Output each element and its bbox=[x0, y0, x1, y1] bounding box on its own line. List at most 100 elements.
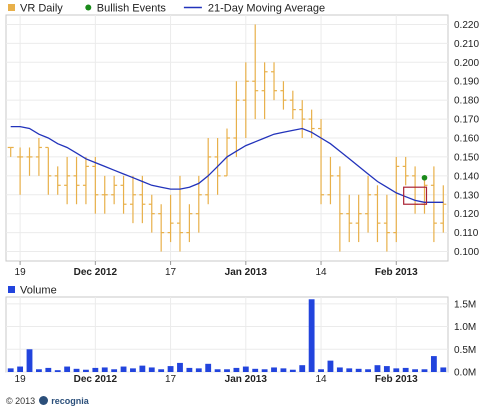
plot-area bbox=[5, 296, 449, 373]
ohlc-bar bbox=[111, 175, 118, 205]
volume-bar bbox=[35, 369, 42, 372]
ohlc-bar bbox=[299, 100, 306, 138]
y-tick-label: 0.130 bbox=[454, 190, 479, 201]
y-tick-label: 1.0M bbox=[454, 322, 476, 333]
volume-bar bbox=[205, 363, 212, 372]
volume-bar bbox=[233, 367, 240, 372]
ohlc-bar bbox=[167, 194, 174, 243]
volume-bar bbox=[374, 365, 381, 372]
volume-bar bbox=[224, 369, 230, 372]
ohlc-bar bbox=[289, 90, 296, 120]
y-tick-label: 0.100 bbox=[454, 247, 479, 258]
volume-bar bbox=[440, 367, 447, 372]
ohlc-bar bbox=[45, 146, 52, 195]
ohlc-bar bbox=[261, 62, 268, 120]
volume-bar bbox=[412, 369, 419, 372]
y-tick-label: 0.170 bbox=[454, 115, 479, 126]
volume-bar bbox=[346, 368, 353, 372]
volume-bar bbox=[242, 366, 249, 372]
volume-bar bbox=[365, 369, 371, 372]
x-tick-label: Feb 2013 bbox=[375, 374, 418, 385]
price-chart: 0.100 0.110 0.120 0.130 0.140 0.150 0.160 0.170… bbox=[5, 3, 479, 278]
y-tick-label: 0.200 bbox=[454, 58, 479, 69]
volume-bar bbox=[158, 369, 165, 372]
volume-bar bbox=[186, 367, 193, 372]
legend-swatch bbox=[8, 286, 15, 293]
ohlc-bar bbox=[355, 194, 362, 243]
volume-bar bbox=[308, 299, 315, 372]
x-tick-label: Jan 2013 bbox=[225, 374, 268, 385]
volume-bar bbox=[252, 368, 259, 372]
y-tick-label: 0.140 bbox=[454, 171, 479, 182]
legend-swatch bbox=[8, 4, 15, 11]
y-tick-label: 0.5M bbox=[454, 345, 476, 356]
volume-bar bbox=[111, 369, 118, 372]
x-tick-label: 19 bbox=[15, 267, 27, 278]
volume-chart: 0.0M 0.5M 1.0M 1.5M 19 Dec 2012 17 Jan 2013 14 Fe… bbox=[5, 285, 476, 385]
volume-bar bbox=[177, 362, 183, 372]
volume-bar bbox=[271, 367, 277, 372]
volume-bar bbox=[26, 349, 33, 372]
ohlc-bar bbox=[308, 109, 315, 138]
ohlc-bar bbox=[129, 175, 136, 224]
volume-bar bbox=[139, 365, 146, 372]
ohlc-bar bbox=[440, 185, 447, 233]
volume-bar bbox=[421, 369, 428, 372]
y-tick-label: 0.190 bbox=[454, 77, 479, 88]
x-tick-label: Dec 2012 bbox=[74, 267, 118, 278]
volume-bar bbox=[299, 365, 306, 372]
x-tick-label: 14 bbox=[315, 267, 327, 278]
x-tick-label: 17 bbox=[165, 374, 177, 385]
ohlc-bar bbox=[148, 194, 155, 233]
ohlc-bar bbox=[252, 24, 259, 120]
y-tick-label: 0.110 bbox=[454, 228, 479, 239]
volume-bar bbox=[45, 367, 52, 372]
y-tick-label: 0.220 bbox=[454, 20, 479, 31]
ohlc-bar bbox=[346, 194, 353, 243]
ohlc-bar bbox=[271, 62, 278, 101]
ohlc-bar bbox=[92, 156, 99, 214]
ohlc-bar bbox=[35, 138, 42, 176]
footer: © 2013 recognia bbox=[6, 396, 89, 406]
y-tick-label: 0.160 bbox=[454, 134, 479, 145]
ohlc-bar bbox=[101, 175, 108, 214]
volume-bar bbox=[214, 369, 221, 372]
x-tick-label: 17 bbox=[165, 267, 177, 278]
bullish-event-marker bbox=[421, 174, 428, 181]
x-tick-label: 19 bbox=[15, 374, 27, 385]
legend-label: Volume bbox=[20, 285, 57, 297]
ohlc-bar bbox=[374, 185, 381, 243]
highlight-box bbox=[403, 186, 428, 205]
ohlc-bar bbox=[73, 156, 80, 205]
y-tick-label: 0.210 bbox=[454, 39, 479, 50]
ohlc-bar bbox=[7, 146, 14, 157]
legend-label: VR Daily bbox=[20, 3, 63, 15]
x-tick-label: Dec 2012 bbox=[74, 374, 118, 385]
ohlc-bar bbox=[120, 175, 127, 214]
y-tick-label: 0.120 bbox=[454, 209, 479, 220]
ohlc-bar bbox=[430, 166, 437, 243]
volume-bar bbox=[83, 369, 89, 372]
ohlc-bar bbox=[383, 194, 390, 252]
volume-bar bbox=[148, 367, 155, 372]
ohlc-bar bbox=[17, 147, 24, 195]
ohlc-bar bbox=[195, 175, 202, 233]
volume-bar bbox=[130, 368, 136, 372]
volume-bar bbox=[289, 369, 296, 372]
volume-bar bbox=[101, 367, 108, 372]
legend-label: Bullish Events bbox=[97, 3, 167, 15]
volume-bar bbox=[318, 369, 324, 372]
volume-bar bbox=[167, 366, 174, 372]
volume-bar bbox=[327, 360, 334, 372]
ohlc-bar bbox=[336, 166, 343, 252]
ohlc-bar bbox=[233, 81, 240, 157]
ohlc-bar bbox=[327, 156, 334, 205]
ohlc-bar bbox=[318, 119, 325, 205]
volume-bar bbox=[430, 356, 437, 372]
volume-bar bbox=[261, 369, 268, 372]
volume-bar bbox=[383, 366, 390, 372]
ohlc-bar bbox=[393, 156, 400, 243]
volume-bar bbox=[393, 368, 400, 372]
volume-bar bbox=[195, 368, 202, 372]
